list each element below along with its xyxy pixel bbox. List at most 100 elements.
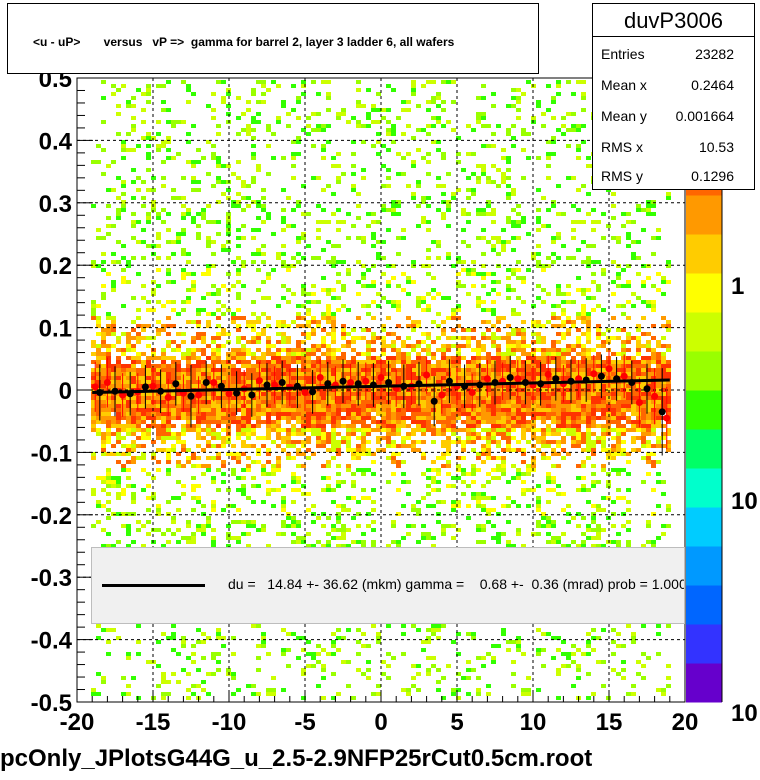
heatmap-cell bbox=[581, 484, 586, 488]
heatmap-cell bbox=[141, 396, 146, 400]
heatmap-cell bbox=[376, 364, 381, 368]
heatmap-cell bbox=[441, 360, 446, 364]
heatmap-cell bbox=[271, 408, 276, 412]
heatmap-cell bbox=[306, 396, 311, 400]
heatmap-cell bbox=[466, 632, 471, 636]
heatmap-cell bbox=[236, 116, 241, 120]
heatmap-cell bbox=[411, 428, 416, 432]
heatmap-cell bbox=[516, 388, 521, 392]
heatmap-cell bbox=[476, 424, 481, 428]
heatmap-cell bbox=[136, 396, 141, 400]
heatmap-cell bbox=[281, 400, 286, 404]
heatmap-cell bbox=[141, 416, 146, 420]
heatmap-cell bbox=[581, 348, 586, 352]
heatmap-cell bbox=[256, 120, 261, 124]
heatmap-cell bbox=[406, 184, 411, 188]
heatmap-cell bbox=[561, 244, 566, 248]
heatmap-cell bbox=[431, 368, 436, 372]
heatmap-cell bbox=[161, 692, 166, 696]
heatmap-cell bbox=[391, 364, 396, 368]
heatmap-cell bbox=[511, 372, 516, 376]
heatmap-cell bbox=[506, 324, 511, 328]
heatmap-cell bbox=[421, 536, 426, 540]
heatmap-cell bbox=[496, 416, 501, 420]
heatmap-cell bbox=[156, 268, 161, 272]
heatmap-cell bbox=[91, 372, 96, 376]
heatmap-cell bbox=[526, 676, 531, 680]
heatmap-cell bbox=[381, 672, 386, 676]
heatmap-cell bbox=[146, 84, 151, 88]
heatmap-cell bbox=[556, 256, 561, 260]
heatmap-cell bbox=[161, 532, 166, 536]
heatmap-cell bbox=[291, 384, 296, 388]
heatmap-cell bbox=[481, 528, 486, 532]
heatmap-cell bbox=[441, 348, 446, 352]
heatmap-cell bbox=[216, 468, 221, 472]
heatmap-cell bbox=[196, 324, 201, 328]
heatmap-cell bbox=[346, 544, 351, 548]
heatmap-cell bbox=[471, 668, 476, 672]
heatmap-cell bbox=[106, 312, 111, 316]
heatmap-cell bbox=[121, 436, 126, 440]
heatmap-cell bbox=[91, 400, 96, 404]
heatmap-cell bbox=[381, 240, 386, 244]
heatmap-cell bbox=[116, 240, 121, 244]
heatmap-cell bbox=[296, 428, 301, 432]
heatmap-cell bbox=[321, 696, 326, 700]
heatmap-cell bbox=[416, 204, 421, 208]
heatmap-cell bbox=[271, 372, 276, 376]
heatmap-cell bbox=[486, 520, 491, 524]
heatmap-cell bbox=[106, 352, 111, 356]
heatmap-cell bbox=[186, 376, 191, 380]
heatmap-cell bbox=[96, 624, 101, 628]
heatmap-cell bbox=[516, 644, 521, 648]
heatmap-cell bbox=[201, 528, 206, 532]
heatmap-cell bbox=[536, 260, 541, 264]
heatmap-cell bbox=[441, 212, 446, 216]
heatmap-cell bbox=[346, 364, 351, 368]
heatmap-cell bbox=[451, 372, 456, 376]
heatmap-cell bbox=[416, 672, 421, 676]
heatmap-cell bbox=[386, 432, 391, 436]
heatmap-cell bbox=[326, 388, 331, 392]
heatmap-cell bbox=[96, 380, 101, 384]
heatmap-cell bbox=[581, 108, 586, 112]
heatmap-cell bbox=[516, 392, 521, 396]
heatmap-cell bbox=[136, 380, 141, 384]
heatmap-cell bbox=[336, 440, 341, 444]
heatmap-cell bbox=[271, 232, 276, 236]
heatmap-cell bbox=[361, 632, 366, 636]
heatmap-cell bbox=[436, 428, 441, 432]
heatmap-cell bbox=[406, 424, 411, 428]
heatmap-cell bbox=[396, 416, 401, 420]
heatmap-cell bbox=[446, 464, 451, 468]
heatmap-cell bbox=[101, 528, 106, 532]
heatmap-cell bbox=[476, 236, 481, 240]
heatmap-cell bbox=[441, 364, 446, 368]
heatmap-cell bbox=[256, 288, 261, 292]
heatmap-cell bbox=[426, 152, 431, 156]
heatmap-cell bbox=[316, 408, 321, 412]
heatmap-cell bbox=[376, 368, 381, 372]
heatmap-cell bbox=[366, 376, 371, 380]
heatmap-cell bbox=[176, 416, 181, 420]
heatmap-cell bbox=[136, 176, 141, 180]
heatmap-cell bbox=[211, 116, 216, 120]
heatmap-cell bbox=[206, 272, 211, 276]
heatmap-cell bbox=[211, 476, 216, 480]
heatmap-cell bbox=[381, 324, 386, 328]
heatmap-cell bbox=[441, 320, 446, 324]
heatmap-cell bbox=[481, 172, 486, 176]
heatmap-cell bbox=[526, 364, 531, 368]
heatmap-cell bbox=[426, 108, 431, 112]
heatmap-cell bbox=[111, 452, 116, 456]
heatmap-cell bbox=[116, 336, 121, 340]
heatmap-cell bbox=[251, 684, 256, 688]
heatmap-cell bbox=[91, 368, 96, 372]
heatmap-cell bbox=[256, 416, 261, 420]
heatmap-cell bbox=[376, 304, 381, 308]
heatmap-cell bbox=[511, 424, 516, 428]
heatmap-cell bbox=[306, 404, 311, 408]
heatmap-cell bbox=[546, 440, 551, 444]
heatmap-cell bbox=[571, 400, 576, 404]
